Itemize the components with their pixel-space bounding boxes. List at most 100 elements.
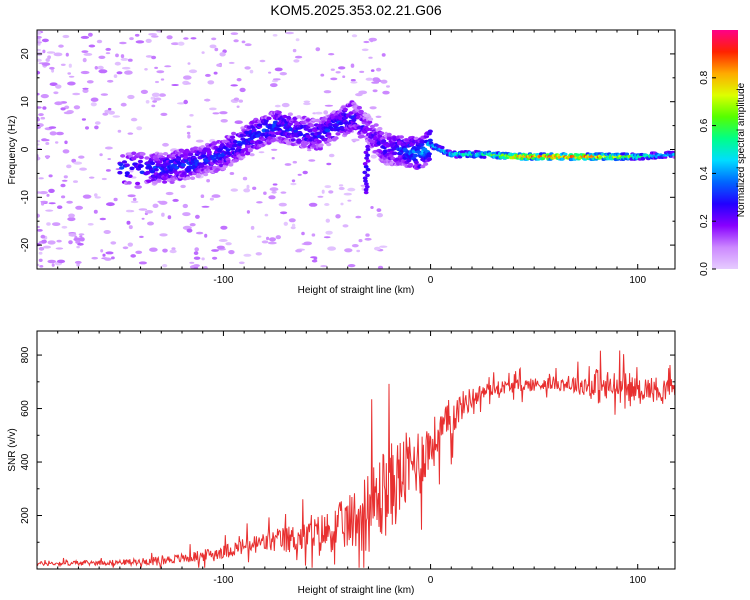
heatmap-cell (640, 156, 645, 161)
heatmap-speckle (347, 187, 356, 192)
heatmap-speckle (347, 199, 352, 202)
heatmap-speckle (105, 251, 114, 255)
heatmap-cell (199, 164, 205, 168)
heatmap-speckle (40, 234, 46, 239)
heatmap-speckle (325, 230, 333, 235)
heatmap-speckle (67, 81, 76, 86)
heatmap-speckle (126, 220, 131, 225)
heatmap-speckle (182, 212, 191, 217)
heatmap-cell (120, 154, 126, 158)
snr-y-axis: 200 400 600 800 (20, 346, 675, 543)
heatmap-speckle (111, 256, 115, 260)
heatmap-speckle (196, 231, 204, 235)
heatmap-speckle (136, 126, 143, 131)
heatmap-cell (333, 136, 339, 140)
heatmap-speckle (106, 202, 115, 207)
heatmap-speckle (67, 217, 76, 222)
heatmap-speckle (335, 214, 341, 219)
heatmap-speckle (243, 253, 252, 257)
heatmap-speckle (51, 68, 55, 73)
heatmap-speckle (233, 97, 240, 101)
heatmap-speckle (183, 75, 192, 80)
heatmap-cell (186, 168, 192, 172)
heatmap-speckle (368, 56, 373, 59)
colorbar-label: Normalized spectral amplitude (736, 82, 747, 217)
heatmap-y-axis: -20 -10 0 10 20 (20, 29, 675, 270)
heatmap-speckle (193, 256, 201, 260)
heatmap-speckle (40, 116, 46, 120)
heatmap-speckle (218, 239, 228, 242)
heatmap-speckle (313, 257, 318, 260)
heatmap-cell (156, 178, 162, 182)
snr-y-tick-label: 400 (20, 453, 31, 470)
heatmap-speckle (167, 215, 172, 220)
heatmap-cell (358, 109, 364, 114)
heatmap-speckle (49, 82, 58, 86)
heatmap-speckle (144, 68, 148, 71)
heatmap-speckle (317, 195, 324, 198)
heatmap-speckle (201, 51, 205, 54)
heatmap-speckle (61, 225, 68, 229)
heatmap-y-tick-label: 20 (20, 48, 31, 60)
heatmap-speckle (363, 40, 370, 44)
heatmap-cell (363, 190, 369, 195)
heatmap-cell (176, 157, 182, 162)
heatmap-cell (317, 146, 323, 151)
heatmap-speckle (258, 151, 265, 154)
heatmap-speckle (39, 265, 44, 268)
heatmap-cell (127, 174, 133, 178)
heatmap-speckle (46, 193, 50, 197)
heatmap-speckle (303, 241, 313, 246)
heatmap-cell (225, 148, 231, 152)
heatmap-speckle (386, 85, 390, 88)
heatmap-speckle (61, 195, 66, 199)
heatmap-cell (327, 122, 334, 127)
heatmap-speckle (37, 58, 42, 62)
heatmap-speckle (162, 264, 168, 268)
heatmap-cell (316, 139, 322, 144)
heatmap-cell (119, 166, 125, 170)
heatmap-speckle (165, 191, 174, 196)
figure-title: KOM5.2025.353.02.21.G06 (270, 2, 441, 18)
heatmap-cell (212, 141, 218, 145)
heatmap-speckle (53, 52, 63, 57)
heatmap-speckle (38, 177, 44, 180)
heatmap-speckle (151, 55, 157, 60)
heatmap-speckle (47, 240, 56, 245)
heatmap-speckle (376, 67, 382, 72)
heatmap-cell (365, 144, 370, 149)
heatmap-cell (335, 132, 341, 136)
heatmap-speckle (55, 84, 62, 89)
heatmap-speckle (369, 106, 377, 110)
heatmap-speckle (261, 240, 269, 244)
heatmap-speckle (280, 191, 287, 194)
heatmap-cell (386, 132, 392, 137)
heatmap-cell (154, 157, 160, 162)
heatmap-cell (121, 160, 128, 164)
heatmap-cell (404, 138, 410, 142)
heatmap-speckle (145, 55, 153, 58)
heatmap-speckle (86, 80, 94, 84)
heatmap-speckle (37, 30, 41, 35)
heatmap-cell (338, 116, 344, 121)
heatmap-speckle (127, 242, 133, 247)
heatmap-speckle (41, 38, 49, 43)
heatmap-speckle (244, 66, 251, 70)
heatmap-speckle (102, 112, 109, 116)
heatmap-speckle (176, 102, 186, 105)
heatmap-speckle (351, 34, 358, 38)
heatmap-speckle (57, 205, 63, 209)
heatmap-cell (406, 158, 412, 163)
heatmap-speckle (320, 73, 325, 77)
heatmap-speckle (120, 102, 127, 107)
heatmap-speckle (365, 233, 370, 237)
heatmap-y-tick-label: -20 (20, 237, 31, 252)
heatmap-speckle (62, 34, 70, 39)
heatmap-speckle (54, 101, 63, 106)
heatmap-speckle (234, 120, 243, 124)
heatmap-speckle (78, 233, 85, 236)
heatmap-speckle (66, 164, 72, 169)
heatmap-speckle (274, 104, 281, 108)
heatmap-speckle (166, 35, 173, 40)
heatmap-cell (180, 163, 186, 167)
